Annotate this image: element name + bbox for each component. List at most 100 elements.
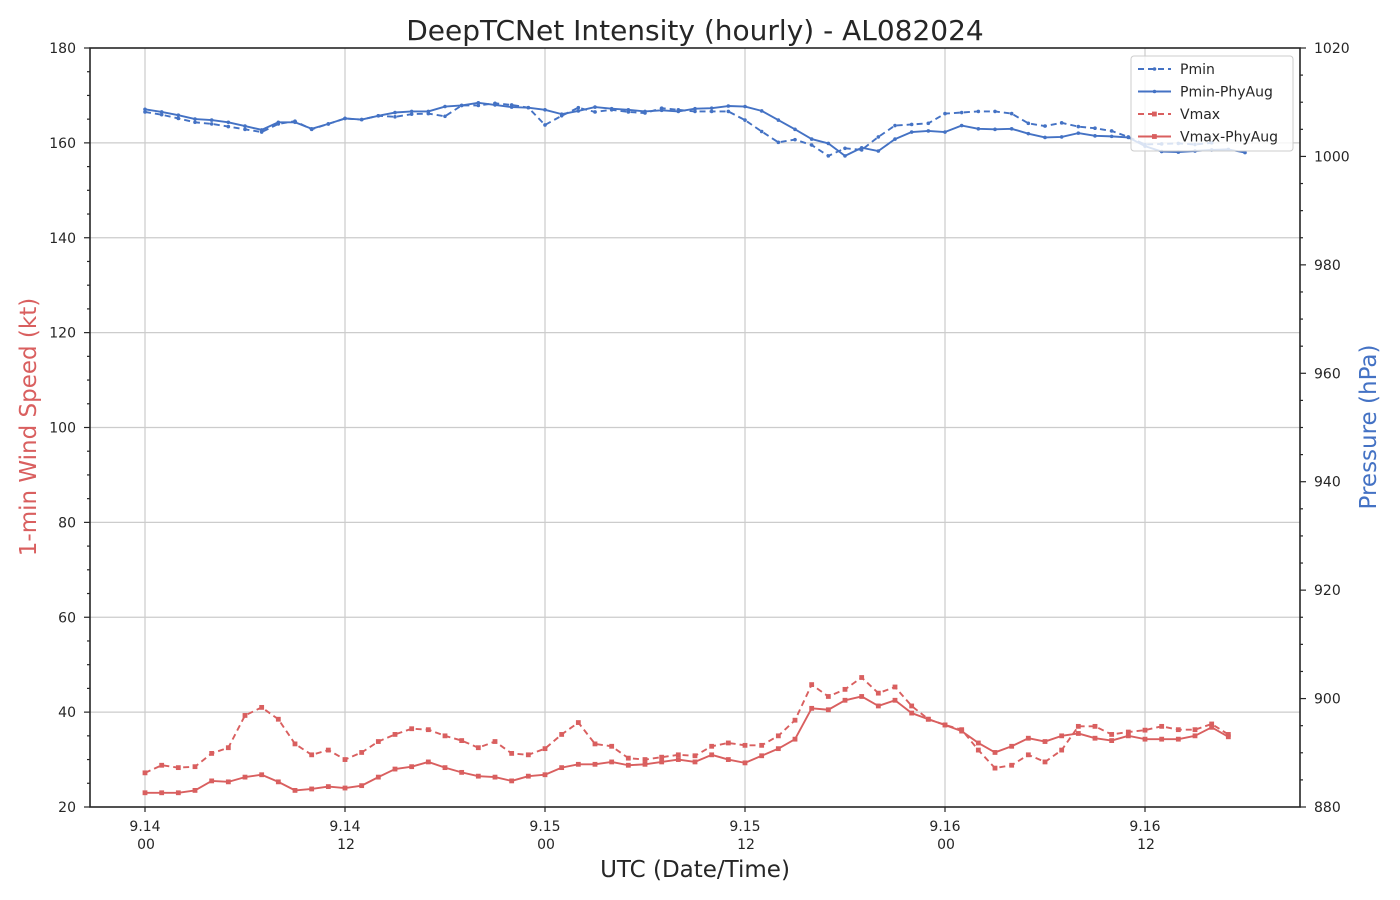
- y-tick-label-right: 900: [1314, 692, 1341, 708]
- point-vmax-phyaug: [592, 761, 598, 767]
- point-pmin: [1076, 124, 1081, 129]
- y-tick-label-right: 960: [1314, 366, 1341, 382]
- point-pmin: [943, 111, 947, 116]
- y-axis-label-right: Pressure (hPa): [1356, 345, 1382, 510]
- point-pmin-phyaug: [326, 122, 331, 126]
- point-vmax: [275, 716, 281, 722]
- point-vmax: [1059, 747, 1065, 753]
- point-vmax-phyaug: [725, 757, 731, 762]
- point-pmin-phyaug: [826, 141, 831, 146]
- y-tick-label-right: 1000: [1314, 149, 1350, 165]
- point-vmax-phyaug: [475, 773, 481, 779]
- point-pmin: [209, 122, 214, 126]
- point-vmax-phyaug: [192, 787, 198, 793]
- point-vmax: [975, 747, 981, 753]
- series-line-vmax: [144, 676, 1229, 774]
- y-tick-label-right: 940: [1314, 475, 1341, 491]
- point-vmax-phyaug: [292, 787, 298, 793]
- point-vmax: [142, 770, 148, 776]
- point-vmax-phyaug: [509, 778, 515, 784]
- point-vmax-phyaug: [1125, 733, 1131, 739]
- point-vmax: [192, 764, 198, 770]
- point-vmax-phyaug: [409, 764, 415, 770]
- point-pmin-phyaug: [726, 104, 731, 108]
- point-pmin: [959, 110, 964, 115]
- point-vmax-phyaug: [392, 766, 398, 772]
- legend-marker-vmax: [1152, 111, 1157, 117]
- point-vmax: [542, 746, 548, 752]
- point-pmin-phyaug: [859, 145, 864, 150]
- point-pmin: [243, 127, 247, 132]
- legend-marker-pmin-phyaug: [1152, 89, 1157, 94]
- y-tick-label-right: 980: [1314, 258, 1341, 274]
- point-vmax: [442, 733, 448, 739]
- y-tick-label-left: 140: [49, 231, 76, 247]
- point-pmin-phyaug: [509, 105, 514, 109]
- point-vmax: [725, 740, 731, 746]
- point-vmax-phyaug: [575, 761, 581, 767]
- point-vmax: [675, 752, 681, 758]
- point-pmin-phyaug: [793, 127, 797, 132]
- point-pmin: [926, 121, 931, 126]
- point-pmin-phyaug: [476, 100, 481, 105]
- point-vmax: [759, 742, 765, 748]
- point-vmax-phyaug: [1059, 733, 1065, 739]
- point-vmax-phyaug: [675, 757, 681, 762]
- point-pmin: [1059, 121, 1064, 125]
- point-vmax-phyaug: [1042, 739, 1048, 744]
- y-tick-label-right: 880: [1314, 800, 1341, 816]
- point-vmax-phyaug: [742, 760, 748, 766]
- point-vmax: [625, 755, 631, 761]
- point-vmax: [1042, 759, 1048, 765]
- y-tick-label-left: 100: [49, 421, 76, 437]
- x-axis-label: UTC (Date/Time): [600, 857, 790, 883]
- point-vmax: [692, 753, 698, 759]
- point-pmin: [1109, 129, 1114, 133]
- point-pmin-phyaug: [409, 109, 414, 114]
- point-pmin: [409, 112, 414, 116]
- point-vmax-phyaug: [842, 697, 848, 703]
- point-vmax: [225, 745, 231, 751]
- point-pmin: [809, 143, 814, 147]
- point-vmax-phyaug: [159, 790, 165, 796]
- point-pmin-phyaug: [209, 118, 214, 122]
- y-tick-label-right: 920: [1314, 583, 1341, 599]
- point-pmin-phyaug: [309, 126, 314, 131]
- point-pmin: [443, 114, 447, 119]
- point-vmax-phyaug: [625, 762, 631, 768]
- point-vmax: [742, 742, 748, 748]
- point-pmin-phyaug: [276, 120, 281, 125]
- point-vmax-phyaug: [825, 707, 831, 713]
- point-vmax: [1175, 727, 1181, 733]
- point-pmin: [143, 110, 147, 114]
- point-pmin: [743, 118, 747, 122]
- point-pmin-phyaug: [293, 120, 297, 125]
- y-tick-label-left: 80: [58, 515, 76, 531]
- point-pmin-phyaug: [443, 104, 447, 109]
- point-pmin-phyaug: [759, 109, 764, 113]
- point-vmax-phyaug: [792, 736, 798, 742]
- point-vmax: [509, 750, 515, 756]
- point-vmax: [859, 675, 865, 680]
- point-vmax-phyaug: [175, 790, 181, 796]
- point-vmax: [1125, 729, 1131, 735]
- point-vmax: [342, 757, 348, 762]
- point-pmin: [476, 103, 481, 108]
- point-vmax-phyaug: [992, 750, 998, 755]
- point-pmin-phyaug: [1059, 135, 1064, 139]
- point-pmin-phyaug: [693, 106, 697, 111]
- point-pmin-phyaug: [593, 105, 597, 109]
- point-vmax: [992, 765, 998, 771]
- point-vmax: [642, 757, 648, 762]
- point-pmin: [843, 146, 847, 151]
- point-vmax: [525, 752, 531, 758]
- point-vmax-phyaug: [1209, 724, 1215, 730]
- point-vmax: [892, 684, 898, 690]
- point-vmax-phyaug: [709, 752, 715, 758]
- point-vmax: [1209, 721, 1215, 727]
- point-pmin-phyaug: [1043, 135, 1047, 140]
- point-pmin: [726, 109, 731, 114]
- point-pmin-phyaug: [143, 107, 147, 112]
- point-pmin: [1026, 121, 1031, 126]
